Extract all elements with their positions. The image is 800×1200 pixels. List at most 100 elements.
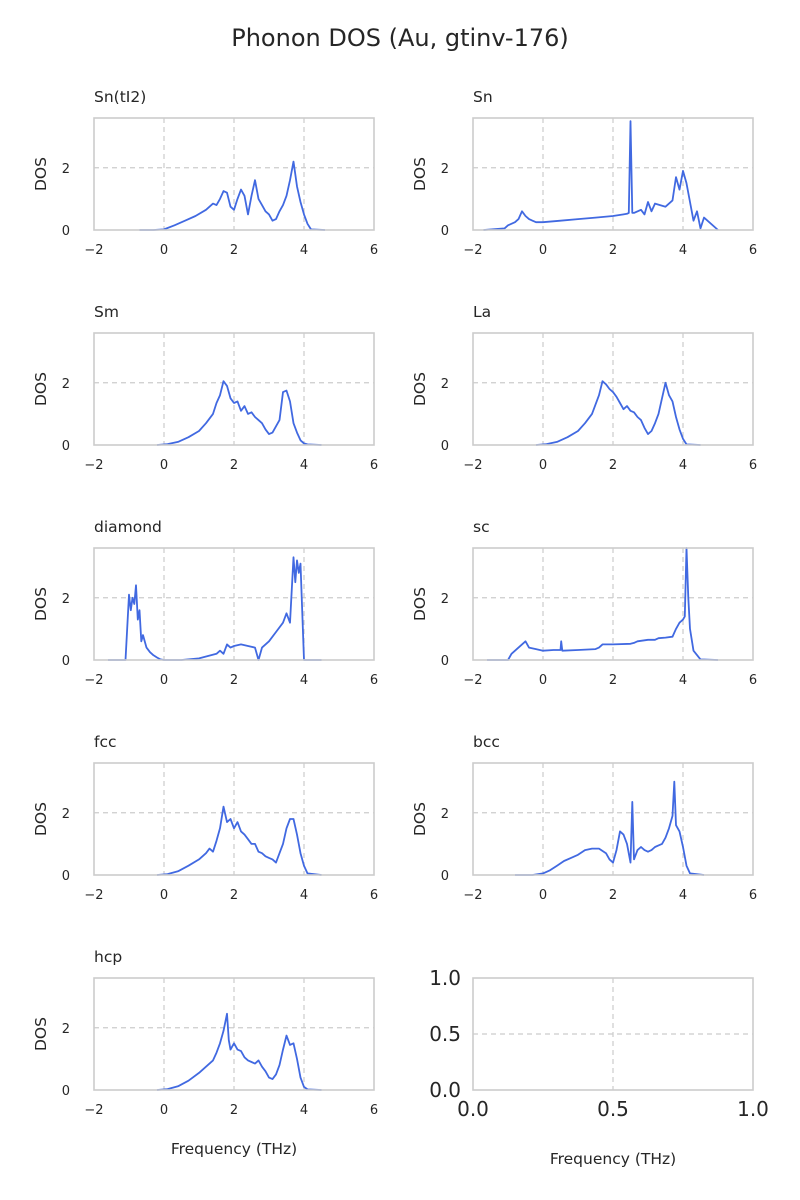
axes-frame [472,547,754,661]
x-tick-label: −2 [84,1103,103,1118]
y-tick-label: 2 [62,162,70,177]
x-tick-label: 6 [749,458,757,473]
dos-line [108,556,322,661]
dos-line [515,780,705,876]
dos-line [139,160,326,231]
x-tick-label: 1.0 [737,1097,769,1121]
y-tick-label: 0 [441,439,449,454]
x-axis-label: Frequency (THz) [171,1140,297,1158]
x-tick-label: 0.0 [457,1097,489,1121]
subplot-7: −2 0 2 4 6 0 2 bcc DOS [411,733,757,903]
panel-title: bcc [473,733,500,751]
x-tick-label: 2 [609,888,617,903]
x-tick-label: −2 [463,243,482,258]
axes-frame [472,762,754,876]
axes-frame [93,977,375,1091]
x-tick-label: 4 [679,458,687,473]
y-tick-label: 0 [62,654,70,669]
y-tick-label: 2 [441,162,449,177]
x-tick-label: 4 [300,1103,308,1118]
x-tick-label: 2 [609,243,617,258]
subplot-2: −2 0 2 4 6 0 2 Sm DOS [32,303,378,473]
x-tick-label: −2 [463,458,482,473]
x-tick-label: 6 [370,243,378,258]
y-tick-label: 2 [441,592,449,607]
x-tick-label: 2 [230,1103,238,1118]
subplot-0: −2 0 2 4 6 0 2 Sn(tI2) DOS [32,88,378,258]
x-tick-label: 0 [160,1103,168,1118]
x-tick-label: 4 [300,888,308,903]
x-tick-label: 0.5 [597,1097,629,1121]
axes-frame [472,332,754,446]
y-axis-label: DOS [32,802,50,836]
x-axis-label: Frequency (THz) [550,1150,676,1168]
axes-frame [93,117,375,231]
x-tick-label: 4 [679,673,687,688]
x-tick-label: 2 [230,888,238,903]
panel-title: diamond [94,518,162,536]
y-tick-label: 2 [62,377,70,392]
x-tick-label: 0 [539,243,547,258]
x-tick-label: 6 [370,458,378,473]
x-tick-label: 0 [160,888,168,903]
y-axis-label: DOS [411,587,429,621]
y-axis-label: DOS [32,372,50,406]
axes-frame [93,332,375,446]
panel-title: La [473,303,491,321]
dos-line [487,547,719,661]
y-axis-label: DOS [411,157,429,191]
y-tick-label: 0 [441,869,449,884]
y-tick-label: 0 [62,224,70,239]
x-tick-label: −2 [84,243,103,258]
y-tick-label: 0.5 [429,1022,461,1046]
x-tick-label: 6 [749,243,757,258]
y-axis-label: DOS [32,1017,50,1051]
panel-title: sc [473,518,490,536]
y-tick-label: 0 [441,224,449,239]
y-tick-label: 0 [62,439,70,454]
x-tick-label: 4 [679,243,687,258]
axes-frame [93,547,375,661]
y-axis-label: DOS [411,372,429,406]
dos-line [483,120,719,231]
x-tick-label: 6 [749,673,757,688]
y-tick-label: 2 [62,807,70,822]
subplot-9: 0.0 0.5 1.0 0.0 0.5 1.0 Frequency (THz) [429,966,769,1168]
y-axis-label: DOS [32,587,50,621]
subplot-3: −2 0 2 4 6 0 2 La DOS [411,303,757,473]
x-tick-label: 6 [370,673,378,688]
y-tick-label: 2 [62,592,70,607]
x-tick-label: 4 [679,888,687,903]
x-tick-label: 4 [300,673,308,688]
x-tick-label: 2 [609,673,617,688]
x-tick-label: 2 [609,458,617,473]
y-tick-label: 0.0 [429,1078,461,1102]
x-tick-label: 0 [160,458,168,473]
subplot-1: −2 0 2 4 6 0 2 Sn DOS [411,88,757,258]
x-tick-label: 0 [539,673,547,688]
x-tick-label: 4 [300,243,308,258]
dos-line [535,380,701,446]
dos-line [156,1012,322,1091]
x-tick-label: 6 [749,888,757,903]
x-tick-label: 2 [230,673,238,688]
x-tick-label: −2 [463,673,482,688]
axes-frame [472,977,754,1091]
panel-title: Sn [473,88,493,106]
y-tick-label: 0 [62,1084,70,1099]
y-tick-label: 2 [62,1022,70,1037]
subplot-4: −2 0 2 4 6 0 2 diamond DOS [32,518,378,688]
x-tick-label: 4 [300,458,308,473]
x-tick-label: −2 [463,888,482,903]
x-tick-label: −2 [84,673,103,688]
axes-frame [93,762,375,876]
x-tick-label: 2 [230,458,238,473]
figure-title: Phonon DOS (Au, gtinv-176) [231,24,569,52]
axes-frame [472,117,754,231]
y-tick-label: 2 [441,807,449,822]
y-tick-label: 2 [441,377,449,392]
y-axis-label: DOS [32,157,50,191]
x-tick-label: 0 [160,243,168,258]
panels: −2 0 2 4 6 0 2 Sn(tI2) DOS −2 0 2 4 6 0 2 Sn DOS −2 0 2 4 6 0 2 S… [32,88,769,1168]
